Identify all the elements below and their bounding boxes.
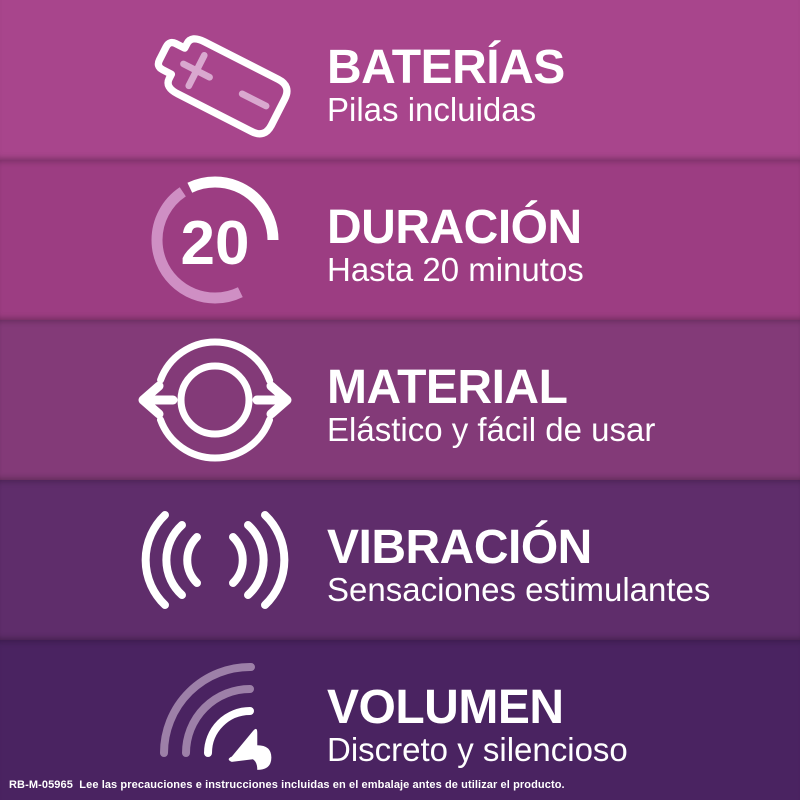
- svg-text:20: 20: [181, 209, 250, 278]
